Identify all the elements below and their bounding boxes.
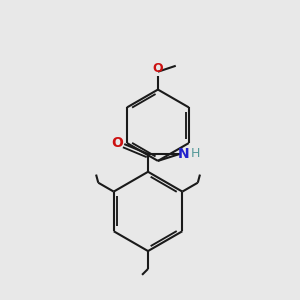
Text: N: N xyxy=(178,147,190,161)
Text: O: O xyxy=(153,62,163,75)
Text: O: O xyxy=(111,136,123,150)
Text: H: H xyxy=(191,148,200,160)
